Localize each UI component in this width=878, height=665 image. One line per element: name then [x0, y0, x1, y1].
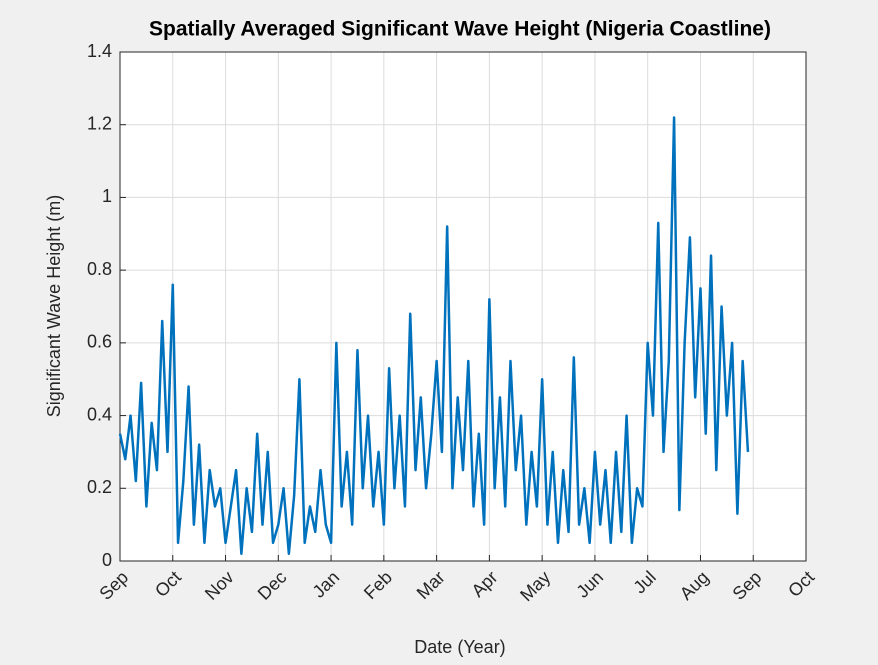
x-tick-label: Sep	[729, 567, 766, 604]
y-tick-label: 0.4	[87, 404, 112, 424]
x-axis-label: Date (Year)	[414, 637, 505, 657]
plot-area	[120, 52, 806, 561]
y-tick-label: 1.4	[87, 41, 112, 61]
y-tick-label: 1.2	[87, 113, 112, 133]
y-tick-label: 0.8	[87, 259, 112, 279]
y-axis-label: Significant Wave Height (m)	[44, 195, 64, 417]
y-tick-label: 0	[102, 550, 112, 570]
x-tick-label: Nov	[201, 567, 238, 604]
x-tick-label: Jul	[629, 567, 659, 597]
x-tick-label: Aug	[676, 567, 713, 604]
x-tick-label: Oct	[151, 567, 185, 601]
x-tick-label: May	[516, 567, 554, 605]
y-tick-label: 1	[102, 186, 112, 206]
chart-title: Spatially Averaged Significant Wave Heig…	[149, 18, 771, 41]
x-tick-label: Jan	[309, 567, 344, 602]
x-tick-label: Feb	[360, 567, 396, 603]
y-tick-label: 0.6	[87, 332, 112, 352]
y-tick-label: 0.2	[87, 477, 112, 497]
data-line	[118, 116, 750, 555]
x-tick-label: Dec	[254, 567, 291, 604]
x-tick-label: Mar	[413, 567, 449, 603]
x-tick-label: Sep	[95, 567, 132, 604]
x-tick-label: Oct	[784, 567, 818, 601]
x-tick-label: Jun	[572, 567, 607, 602]
x-tick-label: Apr	[468, 567, 502, 601]
axes-box	[119, 51, 807, 562]
